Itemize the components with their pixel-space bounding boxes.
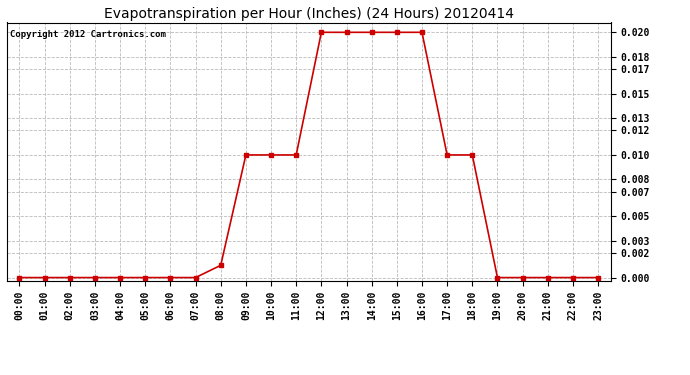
Text: Copyright 2012 Cartronics.com: Copyright 2012 Cartronics.com bbox=[10, 30, 166, 39]
Title: Evapotranspiration per Hour (Inches) (24 Hours) 20120414: Evapotranspiration per Hour (Inches) (24… bbox=[104, 8, 514, 21]
